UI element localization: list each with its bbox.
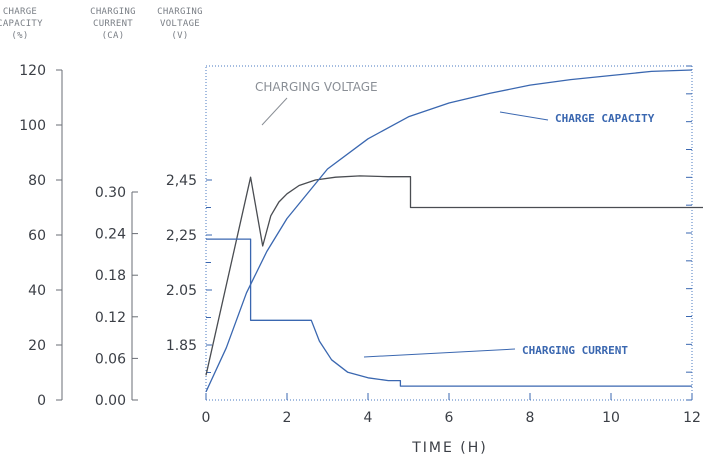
- current-axis-title: CHARGING CURRENT (CA): [90, 7, 136, 41]
- current-tick-label: 0.18: [95, 268, 126, 284]
- capacity-tick-label: 0: [37, 393, 46, 409]
- capacity-axis-title-line-1: CHARGE: [3, 7, 37, 17]
- capacity-tick-label: 40: [28, 283, 46, 299]
- capacity-axis-title-line-3: (%): [11, 31, 28, 41]
- voltage-axis-title-line-1: CHARGING: [157, 7, 203, 17]
- x-tick-label: 12: [683, 410, 701, 426]
- capacity-tick-label: 120: [19, 63, 46, 79]
- capacity-axis: 120 100 80 60 40 20 0: [19, 63, 63, 409]
- voltage-tick-label: 2.05: [166, 283, 197, 299]
- capacity-axis-title: CHARGE CAPACITY (%): [0, 7, 43, 41]
- capacity-tick-label: 80: [28, 173, 46, 189]
- voltage-axis-title: CHARGING VOLTAGE (V): [157, 7, 203, 41]
- x-tick-label: 0: [202, 410, 211, 426]
- series-line-charging-current: [206, 238, 692, 387]
- annotation-charge-capacity-leader: [499, 111, 549, 121]
- annotation-charge-capacity: CHARGE CAPACITY: [499, 111, 655, 125]
- current-tick-label: 0.12: [95, 310, 126, 326]
- capacity-tick-label: 20: [28, 338, 46, 354]
- annotation-charging-current-label: CHARGING CURRENT: [522, 344, 628, 357]
- voltage-axis: 2,45 2,25 2.05 1.85: [166, 173, 212, 354]
- voltage-tick-label: 2,45: [166, 173, 197, 189]
- current-axis: 0.30 0.24 0.18 0.12 0.06 0.00: [95, 185, 138, 409]
- current-axis-title-line-2: CURRENT: [93, 19, 133, 29]
- x-tick-label: 10: [602, 410, 620, 426]
- plot-inner-ticks: [206, 65, 692, 401]
- current-axis-title-line-1: CHARGING: [90, 7, 136, 17]
- annotation-charge-capacity-label: CHARGE CAPACITY: [555, 112, 655, 125]
- voltage-tick-label: 2,25: [166, 228, 197, 244]
- voltage-axis-title-line-2: VOLTAGE: [160, 19, 200, 29]
- voltage-axis-title-line-3: (V): [171, 31, 188, 41]
- current-tick-label: 0.30: [95, 185, 126, 201]
- current-tick-label: 0.24: [95, 227, 126, 243]
- voltage-tick-label: 1.85: [166, 338, 197, 354]
- capacity-tick-label: 60: [28, 228, 46, 244]
- capacity-axis-title-line-2: CAPACITY: [0, 19, 43, 29]
- x-axis-label: TIME (H): [411, 440, 488, 456]
- series-line-charging-voltage: [205, 175, 703, 376]
- x-axis: 0 2 4 6 8 10 12: [202, 393, 701, 426]
- series-line-charge-capacity: [205, 69, 693, 393]
- x-tick-label: 4: [364, 410, 373, 426]
- series-layer: [205, 69, 703, 393]
- capacity-tick-label: 100: [19, 118, 46, 134]
- annotation-charging-current: CHARGING CURRENT: [363, 344, 628, 358]
- x-tick-label: 2: [283, 410, 292, 426]
- current-tick-label: 0.00: [95, 393, 126, 409]
- annotation-charging-voltage: CHARGING VOLTAGE: [255, 80, 378, 126]
- annotation-charging-voltage-label: CHARGING VOLTAGE: [255, 80, 378, 94]
- current-tick-label: 0.06: [95, 351, 126, 367]
- annotation-charging-current-leader: [363, 348, 516, 358]
- x-tick-label: 8: [526, 410, 535, 426]
- x-tick-label: 6: [445, 410, 454, 426]
- annotation-charging-voltage-leader: [261, 97, 288, 126]
- current-axis-title-line-3: (CA): [102, 31, 125, 41]
